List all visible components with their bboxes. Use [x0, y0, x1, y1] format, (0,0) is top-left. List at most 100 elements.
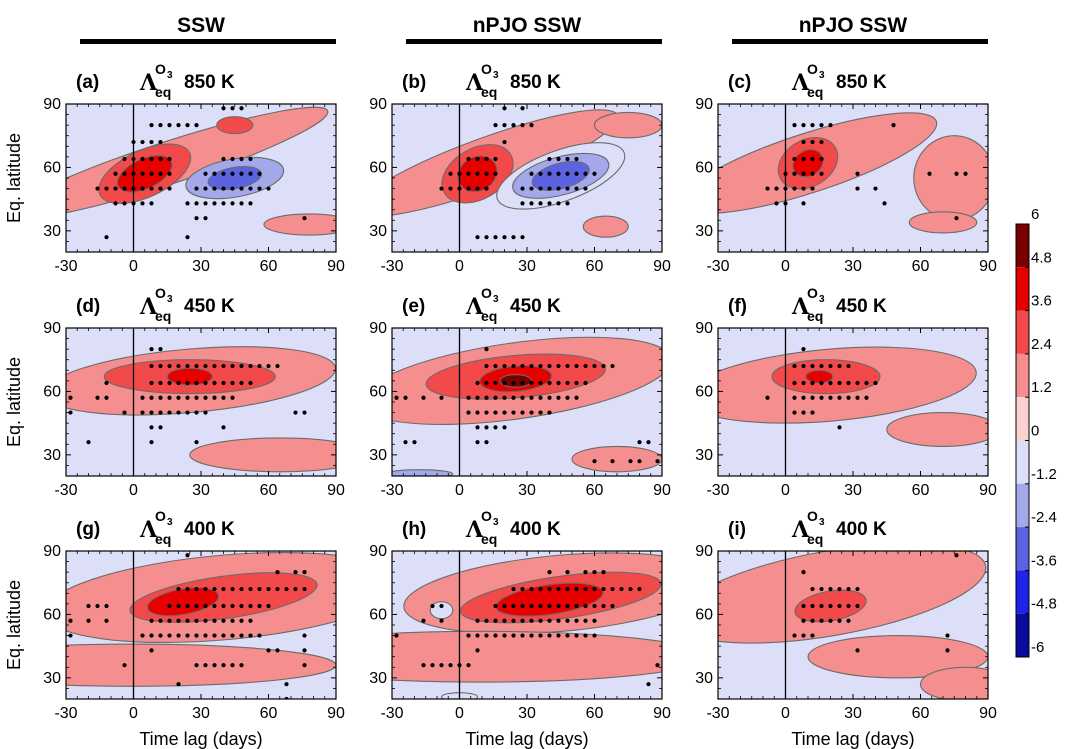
significance-dot [655, 663, 660, 668]
variable-symbol: Λ [139, 294, 158, 320]
x-tick-label: 60 [260, 258, 278, 275]
significance-dot [176, 633, 181, 638]
contour-field [718, 104, 988, 252]
significance-dot [547, 395, 552, 400]
significance-dot [158, 347, 163, 352]
significance-dot [275, 648, 280, 653]
significance-dot [792, 633, 797, 638]
variable-subscript: eq [807, 308, 823, 324]
significance-dot [502, 363, 507, 369]
significance-dot [511, 363, 516, 369]
significance-dot [556, 186, 561, 191]
significance-dot [954, 216, 959, 221]
significance-dot [792, 363, 797, 369]
significance-dot [792, 156, 797, 162]
significance-dot [774, 186, 779, 191]
significance-dot [556, 156, 561, 162]
significance-dot [257, 633, 262, 638]
significance-dot [493, 603, 498, 609]
significance-dot [538, 395, 543, 400]
significance-dot [475, 186, 480, 191]
significance-dot [828, 586, 833, 592]
significance-dot [828, 363, 833, 369]
significance-dot [176, 123, 181, 128]
colorbar-segment [1016, 267, 1029, 311]
significance-dot [68, 395, 73, 400]
significance-dot [239, 663, 244, 668]
significance-dot [167, 171, 172, 176]
significance-dot [801, 633, 806, 638]
significance-dot [104, 186, 109, 191]
significance-dot [230, 106, 235, 111]
significance-dot [547, 410, 552, 415]
significance-dot [212, 363, 217, 369]
significance-dot [529, 618, 534, 623]
significance-dot [430, 663, 435, 668]
significance-dot [212, 186, 217, 191]
significance-dot [185, 603, 190, 609]
y-tick-label: 60 [369, 606, 387, 623]
panel-letter: (a) [76, 72, 99, 93]
significance-dot [574, 618, 579, 623]
significance-dot [275, 570, 280, 575]
significance-dot [520, 618, 525, 623]
significance-dot [194, 380, 199, 386]
significance-dot [855, 648, 860, 653]
significance-dot [167, 618, 172, 623]
significance-dot [792, 171, 797, 176]
contour-field [66, 551, 336, 699]
significance-dot [538, 201, 543, 206]
contour-region [392, 469, 454, 476]
x-tick-label: 90 [979, 482, 997, 499]
significance-dot [565, 380, 570, 386]
significance-dot [574, 603, 579, 609]
significance-dot [655, 459, 660, 464]
x-tick-label: 60 [260, 482, 278, 499]
contour-region [166, 367, 213, 386]
panel-level: 450 K [836, 296, 887, 317]
y-tick-label: 30 [369, 223, 387, 240]
significance-dot [113, 171, 118, 176]
significance-dot [538, 633, 543, 638]
x-tick-label: 90 [979, 705, 997, 722]
y-tick-label: 90 [369, 96, 387, 113]
significance-dot [819, 618, 824, 623]
significance-dot [574, 363, 579, 369]
significance-dot [547, 603, 552, 609]
significance-dot [484, 235, 489, 240]
significance-dot [167, 186, 172, 191]
significance-dot [801, 618, 806, 623]
significance-dot [257, 603, 262, 609]
significance-dot [149, 425, 154, 430]
significance-dot [801, 171, 806, 176]
significance-dot [203, 216, 208, 221]
significance-dot [185, 123, 190, 128]
significance-dot [86, 440, 91, 445]
significance-dot [511, 410, 516, 415]
significance-dot [502, 380, 507, 386]
significance-dot [239, 201, 244, 206]
significance-dot [502, 395, 507, 400]
variable-superscript-index: 3 [493, 517, 499, 528]
significance-dot [221, 603, 226, 609]
significance-dot [439, 618, 444, 623]
significance-dot [547, 363, 552, 369]
significance-dot [837, 618, 842, 623]
x-tick-label: 90 [327, 705, 345, 722]
significance-dot [502, 618, 507, 623]
variable-symbol: Λ [791, 294, 810, 320]
significance-dot [765, 186, 770, 191]
significance-dot [221, 395, 226, 400]
significance-dot [801, 603, 806, 609]
significance-dot [484, 186, 489, 191]
x-tick-label: -30 [54, 705, 77, 722]
significance-dot [185, 235, 190, 240]
significance-dot [221, 618, 226, 623]
significance-dot [646, 682, 651, 687]
significance-dot [466, 663, 471, 668]
variable-subscript: eq [481, 531, 497, 547]
panel-c: -30 0 30 60 90 30 60 90 (c) Λeq O 3 850 K [695, 61, 997, 275]
y-tick-label: 90 [695, 96, 713, 113]
significance-dot [792, 186, 797, 191]
significance-dot [149, 139, 154, 145]
